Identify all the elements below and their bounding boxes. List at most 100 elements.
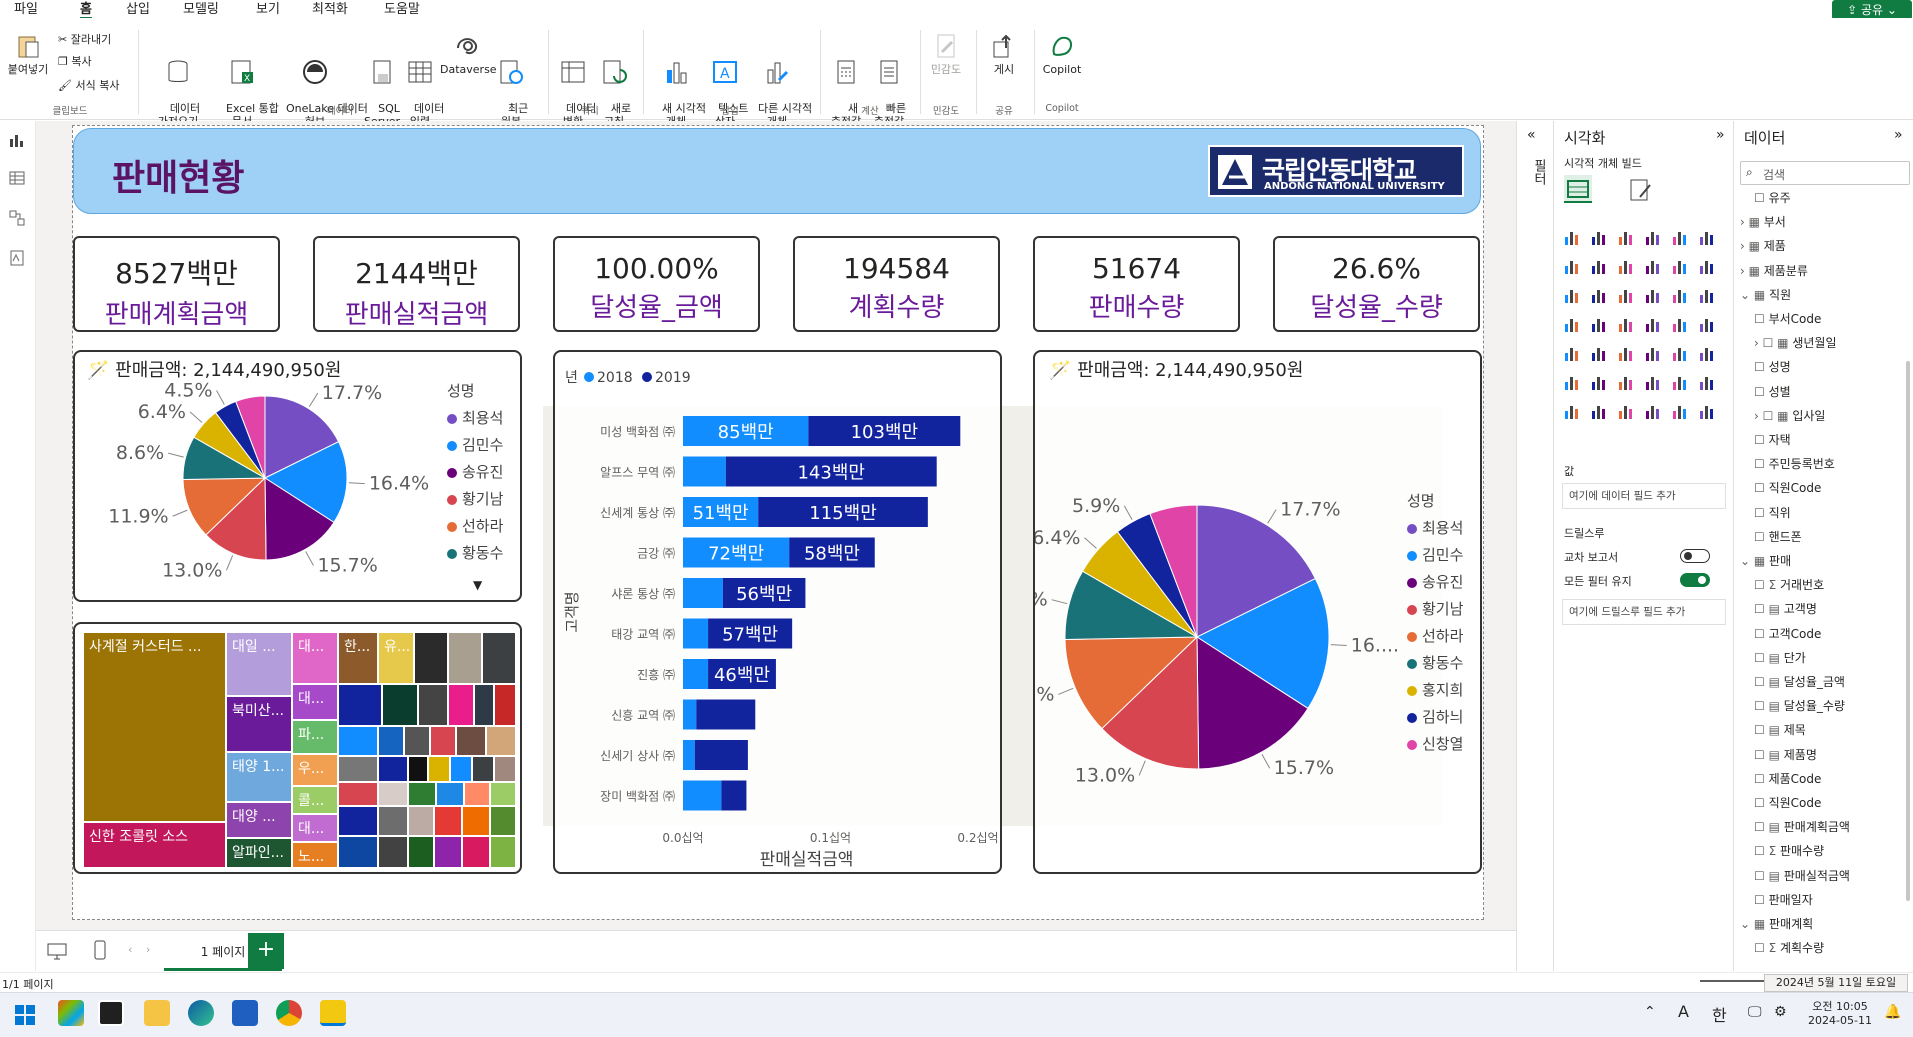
dax-query-icon[interactable] (8, 249, 26, 267)
treemap-cell[interactable]: 우... (292, 754, 338, 786)
arcgis-visual-icon[interactable] (1670, 401, 1690, 421)
field-item[interactable]: ⌄ ▦ 판매계획 (1740, 915, 1813, 932)
bar-2019[interactable] (725, 456, 937, 487)
publish-button[interactable]: 게시 (984, 32, 1024, 76)
menu-view[interactable]: 보기 (256, 2, 280, 17)
bar-2019[interactable] (808, 416, 961, 446)
build-visual-tab[interactable] (1564, 175, 1592, 203)
bar-2019[interactable] (708, 618, 793, 649)
narrative-visual-icon[interactable] (1670, 372, 1690, 392)
bar-chart-card[interactable]: 년 2018 2019 미성 백화점 ㈜ 85백만 103백만 알프스 무역 ㈜ 143백만 신… (553, 350, 1002, 874)
legend-item[interactable]: 송유진 (447, 461, 503, 482)
treemap-cell[interactable] (408, 782, 436, 806)
azure-map-visual-icon[interactable] (1643, 314, 1663, 334)
treemap-chart[interactable]: 사계절 커스터드 ... 신한 조콜릿 소스 대일 ... 북미산... 태양 … (83, 632, 516, 868)
bar-2019[interactable] (708, 659, 776, 689)
legend-item[interactable]: 송유진 (1407, 571, 1463, 592)
clustered-column-visual-icon[interactable] (1643, 227, 1663, 247)
field-item[interactable]: › ▦ 제품분류 (1740, 262, 1808, 279)
network-icon[interactable]: 🖵 (1748, 1004, 1762, 1020)
treemap-cell[interactable] (378, 782, 408, 806)
treemap-cell[interactable] (338, 756, 378, 782)
field-item[interactable]: ☐ 제품Code (1754, 770, 1821, 787)
field-item[interactable]: ☐ ▤ 제목 (1754, 721, 1806, 738)
treemap-cell[interactable] (474, 684, 494, 726)
filter-pane-collapsed[interactable]: « 필터 (1516, 121, 1553, 971)
zoom-slider[interactable] (1700, 980, 1766, 982)
legend-item[interactable]: 황동수 (447, 542, 503, 563)
data-search-box[interactable]: ⌕ 검색 (1740, 161, 1910, 185)
bar-2018[interactable] (683, 497, 759, 527)
treemap-cell[interactable]: 대양 ... (226, 802, 292, 838)
bar-2019[interactable] (758, 497, 928, 527)
treemap-cell[interactable]: 콜... (292, 786, 338, 814)
field-item[interactable]: ☐ ▤ 달성율_수량 (1754, 697, 1845, 714)
treemap-cell[interactable] (414, 632, 448, 684)
menu-file[interactable]: 파일 (14, 2, 38, 17)
treemap-cell[interactable]: 한... (338, 632, 378, 684)
qa-visual-icon[interactable] (1643, 372, 1663, 392)
add-page-button[interactable]: + (248, 933, 284, 969)
treemap-cell[interactable]: 대일 ... (226, 632, 292, 696)
dataverse-button[interactable]: Dataverse (440, 32, 497, 76)
cut-button[interactable]: ✂ 잘라내기 (58, 33, 111, 46)
treemap-cell[interactable]: 신한 조콜릿 소스 (83, 822, 226, 868)
bar-2019[interactable] (694, 740, 748, 770)
bar-2019[interactable] (789, 537, 875, 568)
field-item[interactable]: ☐ Σ 판매수량 (1754, 842, 1824, 859)
r-visual-visual-icon[interactable] (1697, 343, 1717, 363)
field-item[interactable]: ☐ 핸드폰 (1754, 528, 1802, 545)
stacked-column-visual-icon[interactable] (1589, 227, 1609, 247)
bar-2019[interactable] (721, 780, 747, 811)
pie-slice[interactable] (263, 441, 348, 524)
waterfall-visual-icon[interactable] (1670, 256, 1690, 276)
collapse-viz-icon[interactable]: » (1716, 127, 1725, 143)
format-painter-button[interactable]: 🖌 서식 복사 (58, 79, 119, 92)
treemap-cell[interactable]: 노... (292, 842, 338, 868)
table-visual-icon[interactable] (1616, 343, 1636, 363)
field-item[interactable]: ☐ 유주 (1754, 189, 1791, 206)
settings-icon[interactable]: ⚙ (1774, 1004, 1787, 1020)
legend-item[interactable]: 선하라 (1407, 625, 1463, 646)
field-item[interactable]: ☐ 직원Code (1754, 794, 1821, 811)
filters-tab[interactable]: 필터 (1531, 159, 1546, 185)
treemap-cell[interactable]: 사계절 커스터드 ... (83, 632, 226, 822)
field-item[interactable]: ☐ 직원Code (1754, 479, 1821, 496)
bar-2019[interactable] (722, 578, 806, 608)
field-item[interactable]: ☐ ▤ 단가 (1754, 649, 1806, 666)
treemap-cell[interactable] (462, 806, 490, 836)
ribbon-visual-icon[interactable] (1643, 256, 1663, 276)
stacked-area-visual-icon[interactable] (1616, 256, 1636, 276)
smart-narrative-visual-icon[interactable] (1616, 401, 1636, 421)
desktop-layout-icon[interactable] (46, 941, 68, 961)
field-item[interactable]: ☐ 성명 (1754, 358, 1791, 375)
treemap-cell[interactable] (490, 782, 516, 806)
treemap-cell[interactable] (448, 632, 482, 684)
copilot-button[interactable]: Copilot (1038, 32, 1086, 76)
legend-item[interactable]: 선하라 (447, 515, 503, 536)
treemap-cell[interactable]: 파... (292, 720, 338, 754)
field-item[interactable]: ☐ 판매일자 (1754, 891, 1813, 908)
menu-home[interactable]: 홈 (80, 0, 92, 19)
kpi-card-actual-amount[interactable]: 2144백만 판매실적금액 (313, 236, 520, 332)
scatter-visual-icon[interactable] (1643, 285, 1663, 305)
treemap-cell[interactable] (430, 726, 456, 756)
pie-slice[interactable] (1196, 504, 1317, 638)
field-item[interactable]: ☐ ▤ 달성율_금액 (1754, 673, 1845, 690)
treemap-cell[interactable]: 대... (292, 684, 338, 720)
menu-optimize[interactable]: 최적화 (312, 2, 348, 17)
kpi-card-sales-qty[interactable]: 51674 판매수량 (1033, 236, 1240, 332)
field-item[interactable]: ☐ 고객Code (1754, 625, 1821, 642)
more-visual-icon[interactable] (1697, 401, 1717, 421)
clustered-bar-visual-icon[interactable] (1616, 227, 1636, 247)
treemap-cell[interactable] (434, 806, 462, 836)
bar-2018[interactable] (683, 618, 709, 649)
treemap-cell[interactable] (378, 756, 408, 782)
copilot-app-icon[interactable] (58, 1000, 84, 1026)
edge-icon[interactable] (188, 1000, 214, 1026)
treemap-cell[interactable] (490, 806, 516, 836)
ribbon-chart-visual-icon[interactable] (1616, 285, 1636, 305)
pie-chart-2[interactable]: 17.7% 16.... 15.7% 13.0% 11.9% 8.6% 6.4% 5.9% (1035, 482, 1415, 802)
matrix-visual-icon[interactable] (1643, 343, 1663, 363)
treemap-cell[interactable] (408, 756, 428, 782)
